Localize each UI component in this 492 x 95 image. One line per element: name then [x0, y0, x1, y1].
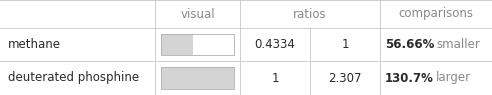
Text: 130.7%: 130.7%: [385, 72, 434, 84]
Text: ratios: ratios: [293, 8, 327, 21]
Bar: [161, 67, 234, 89]
Text: 1: 1: [341, 38, 349, 51]
Text: 0.4334: 0.4334: [254, 38, 295, 51]
Text: smaller: smaller: [436, 38, 480, 51]
Text: comparisons: comparisons: [399, 8, 473, 21]
Text: 56.66%: 56.66%: [385, 38, 434, 51]
Bar: [161, 67, 234, 89]
Text: 2.307: 2.307: [328, 72, 362, 84]
Text: visual: visual: [180, 8, 215, 21]
Bar: [161, 34, 234, 55]
Text: 1: 1: [271, 72, 279, 84]
Text: larger: larger: [436, 72, 471, 84]
Text: methane: methane: [8, 38, 61, 51]
Bar: [161, 34, 193, 55]
Text: deuterated phosphine: deuterated phosphine: [8, 72, 139, 84]
